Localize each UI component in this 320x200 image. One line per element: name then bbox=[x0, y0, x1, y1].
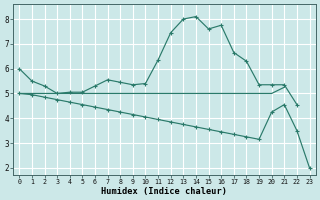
X-axis label: Humidex (Indice chaleur): Humidex (Indice chaleur) bbox=[101, 187, 228, 196]
